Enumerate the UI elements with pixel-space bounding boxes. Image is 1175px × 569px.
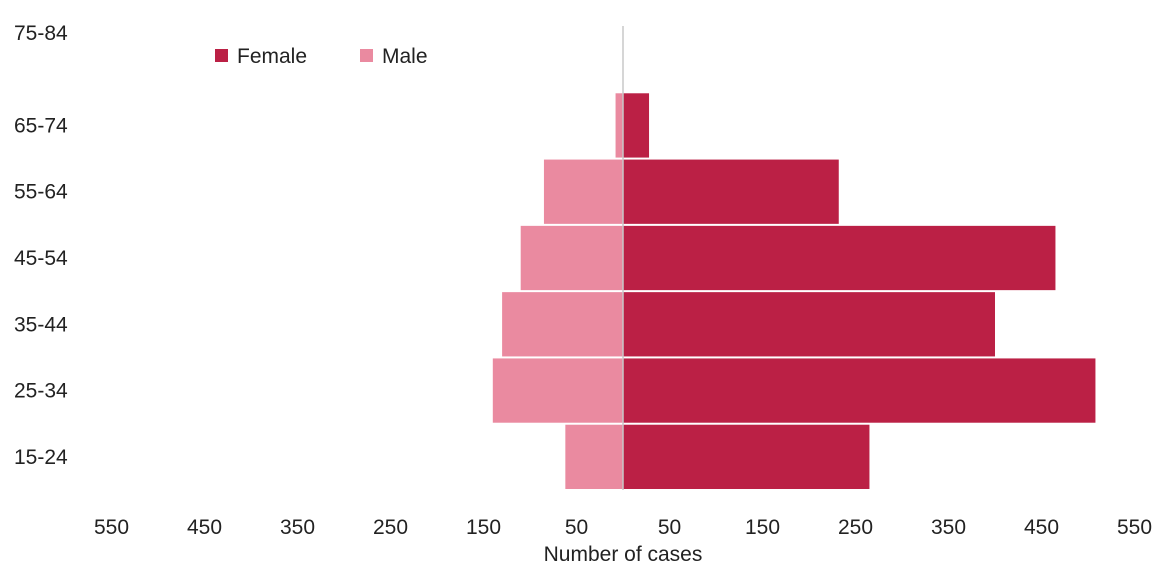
category-label: 35-44 <box>14 313 68 336</box>
category-label: 15-24 <box>14 446 68 469</box>
category-label: 55-64 <box>14 181 68 204</box>
x-tick-label: 550 <box>94 516 129 539</box>
bar-male-65-74 <box>615 93 623 158</box>
bar-female-45-54 <box>623 225 1056 291</box>
legend-swatch-female <box>215 49 228 62</box>
category-labels: 15-24 25-34 35-44 45-54 55-64 65-74 75-84 <box>14 22 68 469</box>
bar-male-25-34 <box>492 358 623 423</box>
x-tick-label: 550 <box>1117 516 1152 539</box>
x-tick-label: 350 <box>280 516 315 539</box>
bar-female-55-64 <box>623 159 839 224</box>
bar-male-45-54 <box>520 225 623 291</box>
x-tick-label: 350 <box>931 516 966 539</box>
legend: Female Male <box>215 45 428 68</box>
category-label: 45-54 <box>14 247 68 270</box>
x-tick-label: 150 <box>466 516 501 539</box>
x-tick-labels: 550 450 350 250 150 50 50 150 250 350 450 550 <box>94 516 1152 539</box>
x-tick-label: 50 <box>658 516 681 539</box>
bar-female-35-44 <box>623 292 995 357</box>
x-axis-title: Number of cases <box>544 543 703 566</box>
x-tick-label: 150 <box>745 516 780 539</box>
bar-male-15-24 <box>565 424 623 489</box>
category-label: 65-74 <box>14 114 68 137</box>
x-tick-label: 250 <box>838 516 873 539</box>
bar-male-55-64 <box>543 159 623 224</box>
legend-label-male: Male <box>382 45 428 68</box>
legend-swatch-male <box>360 49 373 62</box>
bar-female-15-24 <box>623 424 870 489</box>
x-tick-label: 450 <box>187 516 222 539</box>
category-label: 25-34 <box>14 380 68 403</box>
bar-female-65-74 <box>623 93 650 158</box>
x-tick-label: 450 <box>1024 516 1059 539</box>
bar-female-25-34 <box>623 358 1096 423</box>
x-tick-label: 250 <box>373 516 408 539</box>
bars-layer <box>492 93 1096 489</box>
category-label: 75-84 <box>14 22 68 45</box>
legend-label-female: Female <box>237 45 307 68</box>
bar-male-35-44 <box>502 292 623 357</box>
x-tick-label: 50 <box>565 516 588 539</box>
